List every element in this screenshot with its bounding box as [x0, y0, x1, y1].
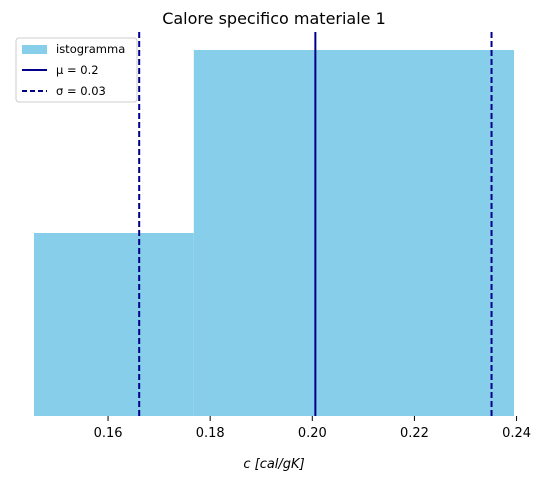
- x-tick-label-0.20: 0.20: [298, 426, 327, 441]
- x-tick-label-0.18: 0.18: [196, 426, 225, 441]
- legend-label-3: σ = 0.03: [56, 84, 106, 98]
- x-axis: 0.16 0.18 0.20 0.22 0.24: [94, 416, 531, 441]
- reference-lines: [138, 32, 493, 416]
- chart-title: Calore specifico materiale 1: [162, 9, 386, 28]
- x-axis-label: c [cal/gK]: [243, 457, 304, 472]
- legend-marker-histogram: [22, 45, 47, 54]
- legend-label-2: μ = 0.2: [56, 63, 99, 77]
- legend: istogramma μ = 0.2 σ = 0.03: [15, 37, 138, 103]
- x-tick-label-0.24: 0.24: [502, 426, 531, 441]
- legend-label-1: istogramma: [56, 42, 125, 56]
- histogram-bars: [34, 50, 515, 416]
- x-tick-label-0.22: 0.22: [400, 426, 429, 441]
- histogram-bar-2: [193, 50, 515, 416]
- x-tick-label-0.16: 0.16: [94, 426, 123, 441]
- histogram-bar-1: [34, 233, 194, 416]
